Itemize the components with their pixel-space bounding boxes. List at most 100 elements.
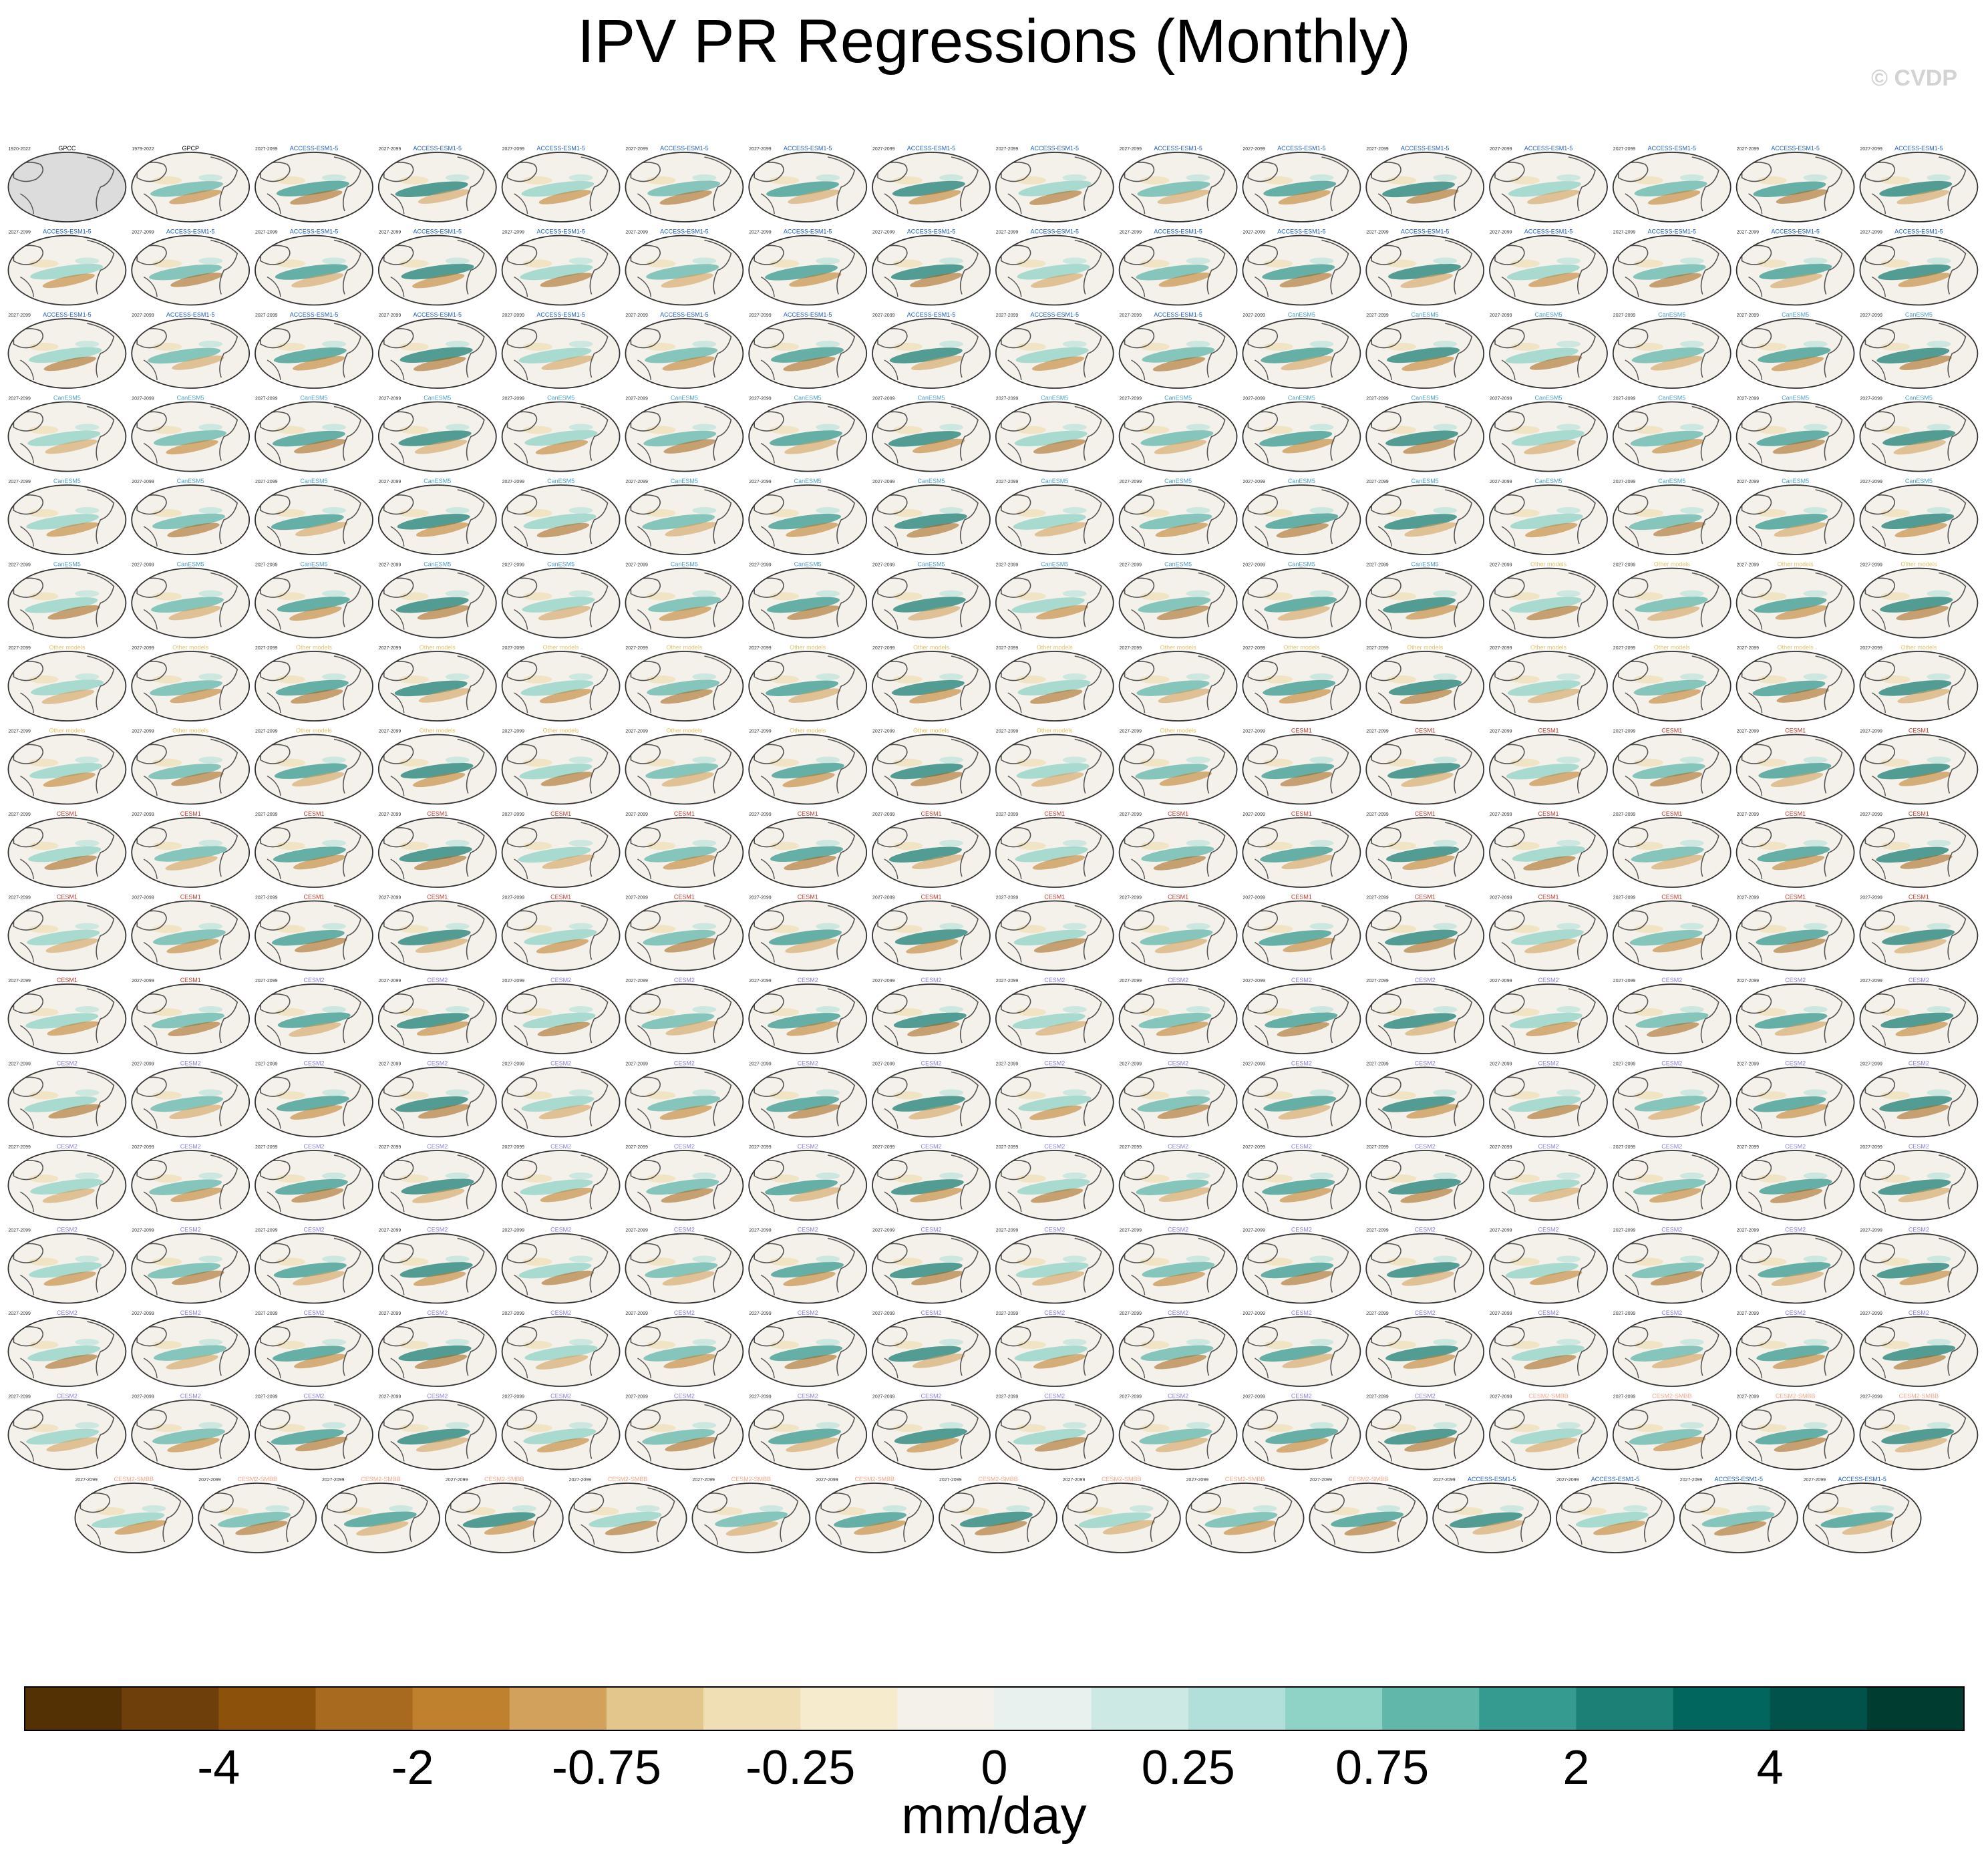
panel-period: 2027-2099 <box>1737 397 1760 402</box>
map-panel: CESM1 2027-2099 <box>377 810 497 888</box>
map-panel: CanESM5 2027-2099 <box>1735 478 1855 555</box>
panel-title: CESM2 <box>921 1143 941 1150</box>
panel-period: 2027-2099 <box>872 646 895 651</box>
map-panel: Other models 2027-2099 <box>7 644 127 722</box>
map-panel: CESM1 2027-2099 <box>1859 894 1979 971</box>
panel-title: CESM2 <box>1909 1143 1929 1150</box>
panel-title: CESM2-SMBB <box>1899 1393 1939 1400</box>
panel-period: 2027-2099 <box>1490 1062 1512 1067</box>
map-panel: CESM2 2027-2099 <box>995 1143 1114 1221</box>
panel-period: 2027-2099 <box>625 147 648 152</box>
panel-period: 2027-2099 <box>1860 730 1882 734</box>
map-panel: GPCP 1979-2022 <box>131 145 251 222</box>
panel-title: CESM2 <box>303 1227 324 1233</box>
panel-period: 2027-2099 <box>502 812 525 817</box>
panel-period: 2027-2099 <box>1186 1478 1209 1483</box>
panel-period: 2027-2099 <box>1860 1229 1882 1233</box>
panel-title: CESM2-SMBB <box>854 1476 894 1483</box>
panel-title: CESM2 <box>303 1309 324 1316</box>
panel-period: 2027-2099 <box>1120 480 1142 484</box>
colorbar-segment <box>1673 1687 1771 1730</box>
panel-period: 2027-2099 <box>1242 563 1265 568</box>
panel-title: CESM2-SMBB <box>608 1476 648 1483</box>
panel-period: 2027-2099 <box>132 812 154 817</box>
panel-period: 2027-2099 <box>255 480 278 484</box>
panel-period: 2027-2099 <box>1490 147 1512 152</box>
map-panel: Other models 2027-2099 <box>1489 561 1608 639</box>
map-panel: ACCESS-ESM1-5 2027-2099 <box>1118 311 1238 389</box>
map-panel: CESM2 2027-2099 <box>1118 1143 1238 1221</box>
panel-period: 2027-2099 <box>1490 1229 1512 1233</box>
panel-period: 2027-2099 <box>1490 730 1512 734</box>
panel-title: Other models <box>49 644 86 651</box>
panel-period: 2027-2099 <box>1613 230 1636 235</box>
panel-title: CanESM5 <box>1534 311 1562 318</box>
colorbar-segment <box>218 1687 316 1730</box>
panel-title: CESM2 <box>921 1393 941 1400</box>
panel-title: CESM2 <box>1168 1060 1188 1067</box>
panel-title: CESM2 <box>1661 1309 1682 1316</box>
panel-period: 2027-2099 <box>749 1229 772 1233</box>
panel-title: CESM1 <box>1415 894 1436 901</box>
map-panel: CanESM5 2027-2099 <box>377 561 497 639</box>
map-panel: CESM2 2027-2099 <box>7 1060 127 1138</box>
panel-title: CESM2 <box>1291 1227 1312 1233</box>
panel-title: CanESM5 <box>1412 478 1439 484</box>
page-title: IPV PR Regressions (Monthly) <box>577 7 1411 75</box>
panel-title: CESM2-SMBB <box>1776 1393 1816 1400</box>
panel-title: CESM2 <box>1785 1309 1806 1316</box>
map-panel: ACCESS-ESM1-5 2027-2099 <box>1242 228 1361 306</box>
panel-title: CESM2 <box>1538 977 1558 983</box>
panel-title: Other models <box>49 728 86 734</box>
map-panel: CESM1 2027-2099 <box>377 894 497 971</box>
map-panel: Other models 2027-2099 <box>1242 644 1361 722</box>
panel-period: 2027-2099 <box>1737 147 1760 152</box>
panel-title: ACCESS-ESM1-5 <box>1591 1476 1640 1483</box>
panel-period: 2027-2099 <box>872 480 895 484</box>
map-panel: CESM2 2027-2099 <box>1118 1309 1238 1387</box>
panel-period: 2027-2099 <box>1242 397 1265 402</box>
panel-title: CESM2-SMBB <box>237 1476 277 1483</box>
map-panel: CESM2 2027-2099 <box>255 1393 373 1470</box>
panel-title: CESM2-SMBB <box>978 1476 1018 1483</box>
panel-title: ACCESS-ESM1-5 <box>1894 145 1943 152</box>
panel-title: ACCESS-ESM1-5 <box>1648 228 1697 235</box>
panel-period: 2027-2099 <box>1737 1311 1760 1316</box>
map-panel: CESM1 2027-2099 <box>1242 894 1361 971</box>
map-panel: CESM2 2027-2099 <box>1365 1060 1485 1138</box>
panel-title: CanESM5 <box>1288 561 1315 568</box>
map-panel: CESM2 2027-2099 <box>501 1060 621 1138</box>
panel-title: CESM2 <box>1415 977 1436 983</box>
panel-title: CESM2 <box>1168 977 1188 983</box>
map-panel: ACCESS-ESM1-5 2027-2099 <box>131 311 251 389</box>
panel-period: 2027-2099 <box>1366 730 1389 734</box>
map-panel: CESM2-SMBB 2027-2099 <box>1612 1393 1731 1470</box>
panel-period: 2027-2099 <box>1120 646 1142 651</box>
panel-period: 2027-2099 <box>872 1311 895 1316</box>
panel-period: 2027-2099 <box>749 979 772 983</box>
map-panel: CESM2 2027-2099 <box>748 977 868 1054</box>
panel-period: 2027-2099 <box>379 397 401 402</box>
colorbar-segment <box>606 1687 704 1730</box>
panel-period: 2027-2099 <box>1613 1395 1636 1400</box>
colorbar-segment <box>412 1687 510 1730</box>
panel-title: CESM2-SMBB <box>731 1476 772 1483</box>
panel-period: 2027-2099 <box>446 1478 468 1483</box>
panel-period: 2027-2099 <box>939 1478 962 1483</box>
panel-title: CESM2 <box>1415 1060 1436 1067</box>
panel-title: CESM2 <box>550 1060 571 1067</box>
panel-period: 2027-2099 <box>255 1395 278 1400</box>
panel-period: 2027-2099 <box>996 896 1019 901</box>
panel-title: CESM2-SMBB <box>1349 1476 1389 1483</box>
panel-title: ACCESS-ESM1-5 <box>1154 228 1202 235</box>
panel-period: 2027-2099 <box>1120 313 1142 318</box>
panel-period: 2027-2099 <box>1490 313 1512 318</box>
panel-period: 2027-2099 <box>502 1145 525 1150</box>
panel-title: CESM2 <box>1168 1393 1188 1400</box>
panel-title: CESM1 <box>1415 810 1436 817</box>
panel-period: 2027-2099 <box>1242 1229 1265 1233</box>
panel-title: Other models <box>790 644 826 651</box>
panel-title: ACCESS-ESM1-5 <box>1031 228 1080 235</box>
panel-title: CESM2-SMBB <box>1652 1393 1692 1400</box>
panel-period: 2027-2099 <box>625 646 648 651</box>
